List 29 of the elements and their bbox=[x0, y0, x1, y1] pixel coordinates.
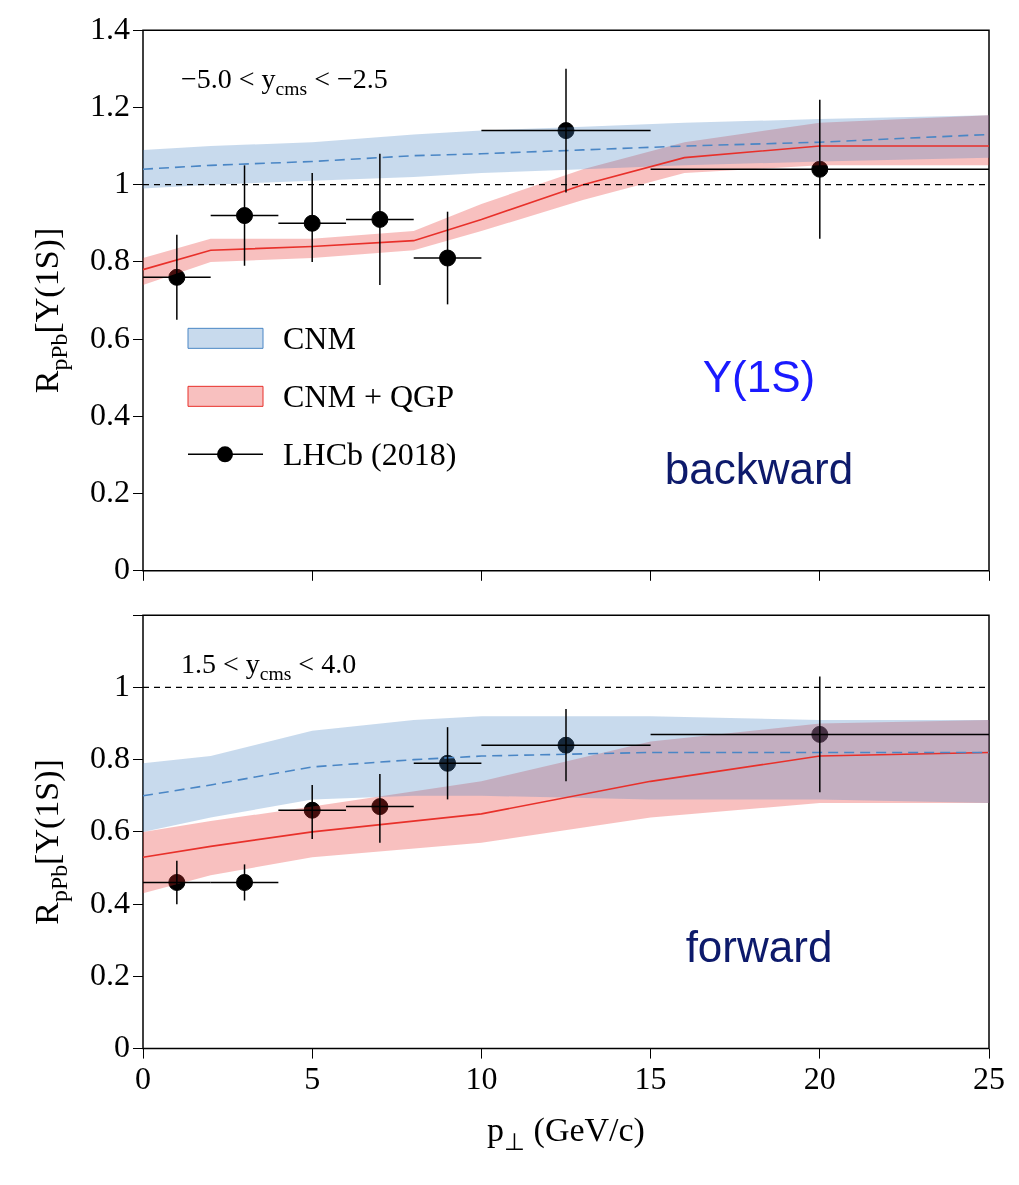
y-tick-label: 0.8 bbox=[90, 241, 130, 278]
legend-label: LHCb (2018) bbox=[283, 436, 457, 473]
legend-label: CNM + QGP bbox=[283, 378, 454, 415]
y-tick-label: 1.4 bbox=[90, 9, 130, 46]
y-tick-label: 0 bbox=[114, 1028, 130, 1065]
x-tick-label: 20 bbox=[803, 1060, 836, 1097]
x-tick-label: 5 bbox=[304, 1060, 321, 1097]
y-axis-title: RpPb[Υ(1S)] bbox=[28, 227, 72, 394]
y-axis-title: RpPb[Υ(1S)] bbox=[28, 759, 72, 925]
y-tick-label: 1 bbox=[114, 164, 130, 201]
y-tick-label: 1.2 bbox=[90, 86, 130, 123]
y-tick-label: 1 bbox=[114, 666, 130, 703]
y-tick-label: 0.2 bbox=[90, 955, 130, 992]
annotation: backward bbox=[664, 443, 854, 493]
x-axis-title: p⊥ (GeV/c) bbox=[487, 1111, 645, 1155]
annotation: Υ(1S) bbox=[702, 351, 816, 401]
y-tick-label: 0.4 bbox=[90, 395, 130, 432]
y-tick-label: 0.6 bbox=[90, 318, 130, 355]
x-tick-label: 10 bbox=[465, 1060, 498, 1097]
y-tick-label: 0.8 bbox=[90, 739, 130, 776]
x-tick-label: 15 bbox=[634, 1060, 667, 1097]
annotation: forward bbox=[685, 921, 833, 971]
line-series bbox=[142, 751, 990, 797]
x-tick-label: 25 bbox=[973, 1060, 1005, 1097]
y-tick-label: 0.4 bbox=[90, 883, 130, 920]
y-tick-label: 0.2 bbox=[90, 472, 130, 509]
y-tick-label: 0 bbox=[114, 550, 130, 587]
y-tick-label: 0.6 bbox=[90, 811, 130, 848]
legend-label: CNM bbox=[283, 320, 356, 357]
